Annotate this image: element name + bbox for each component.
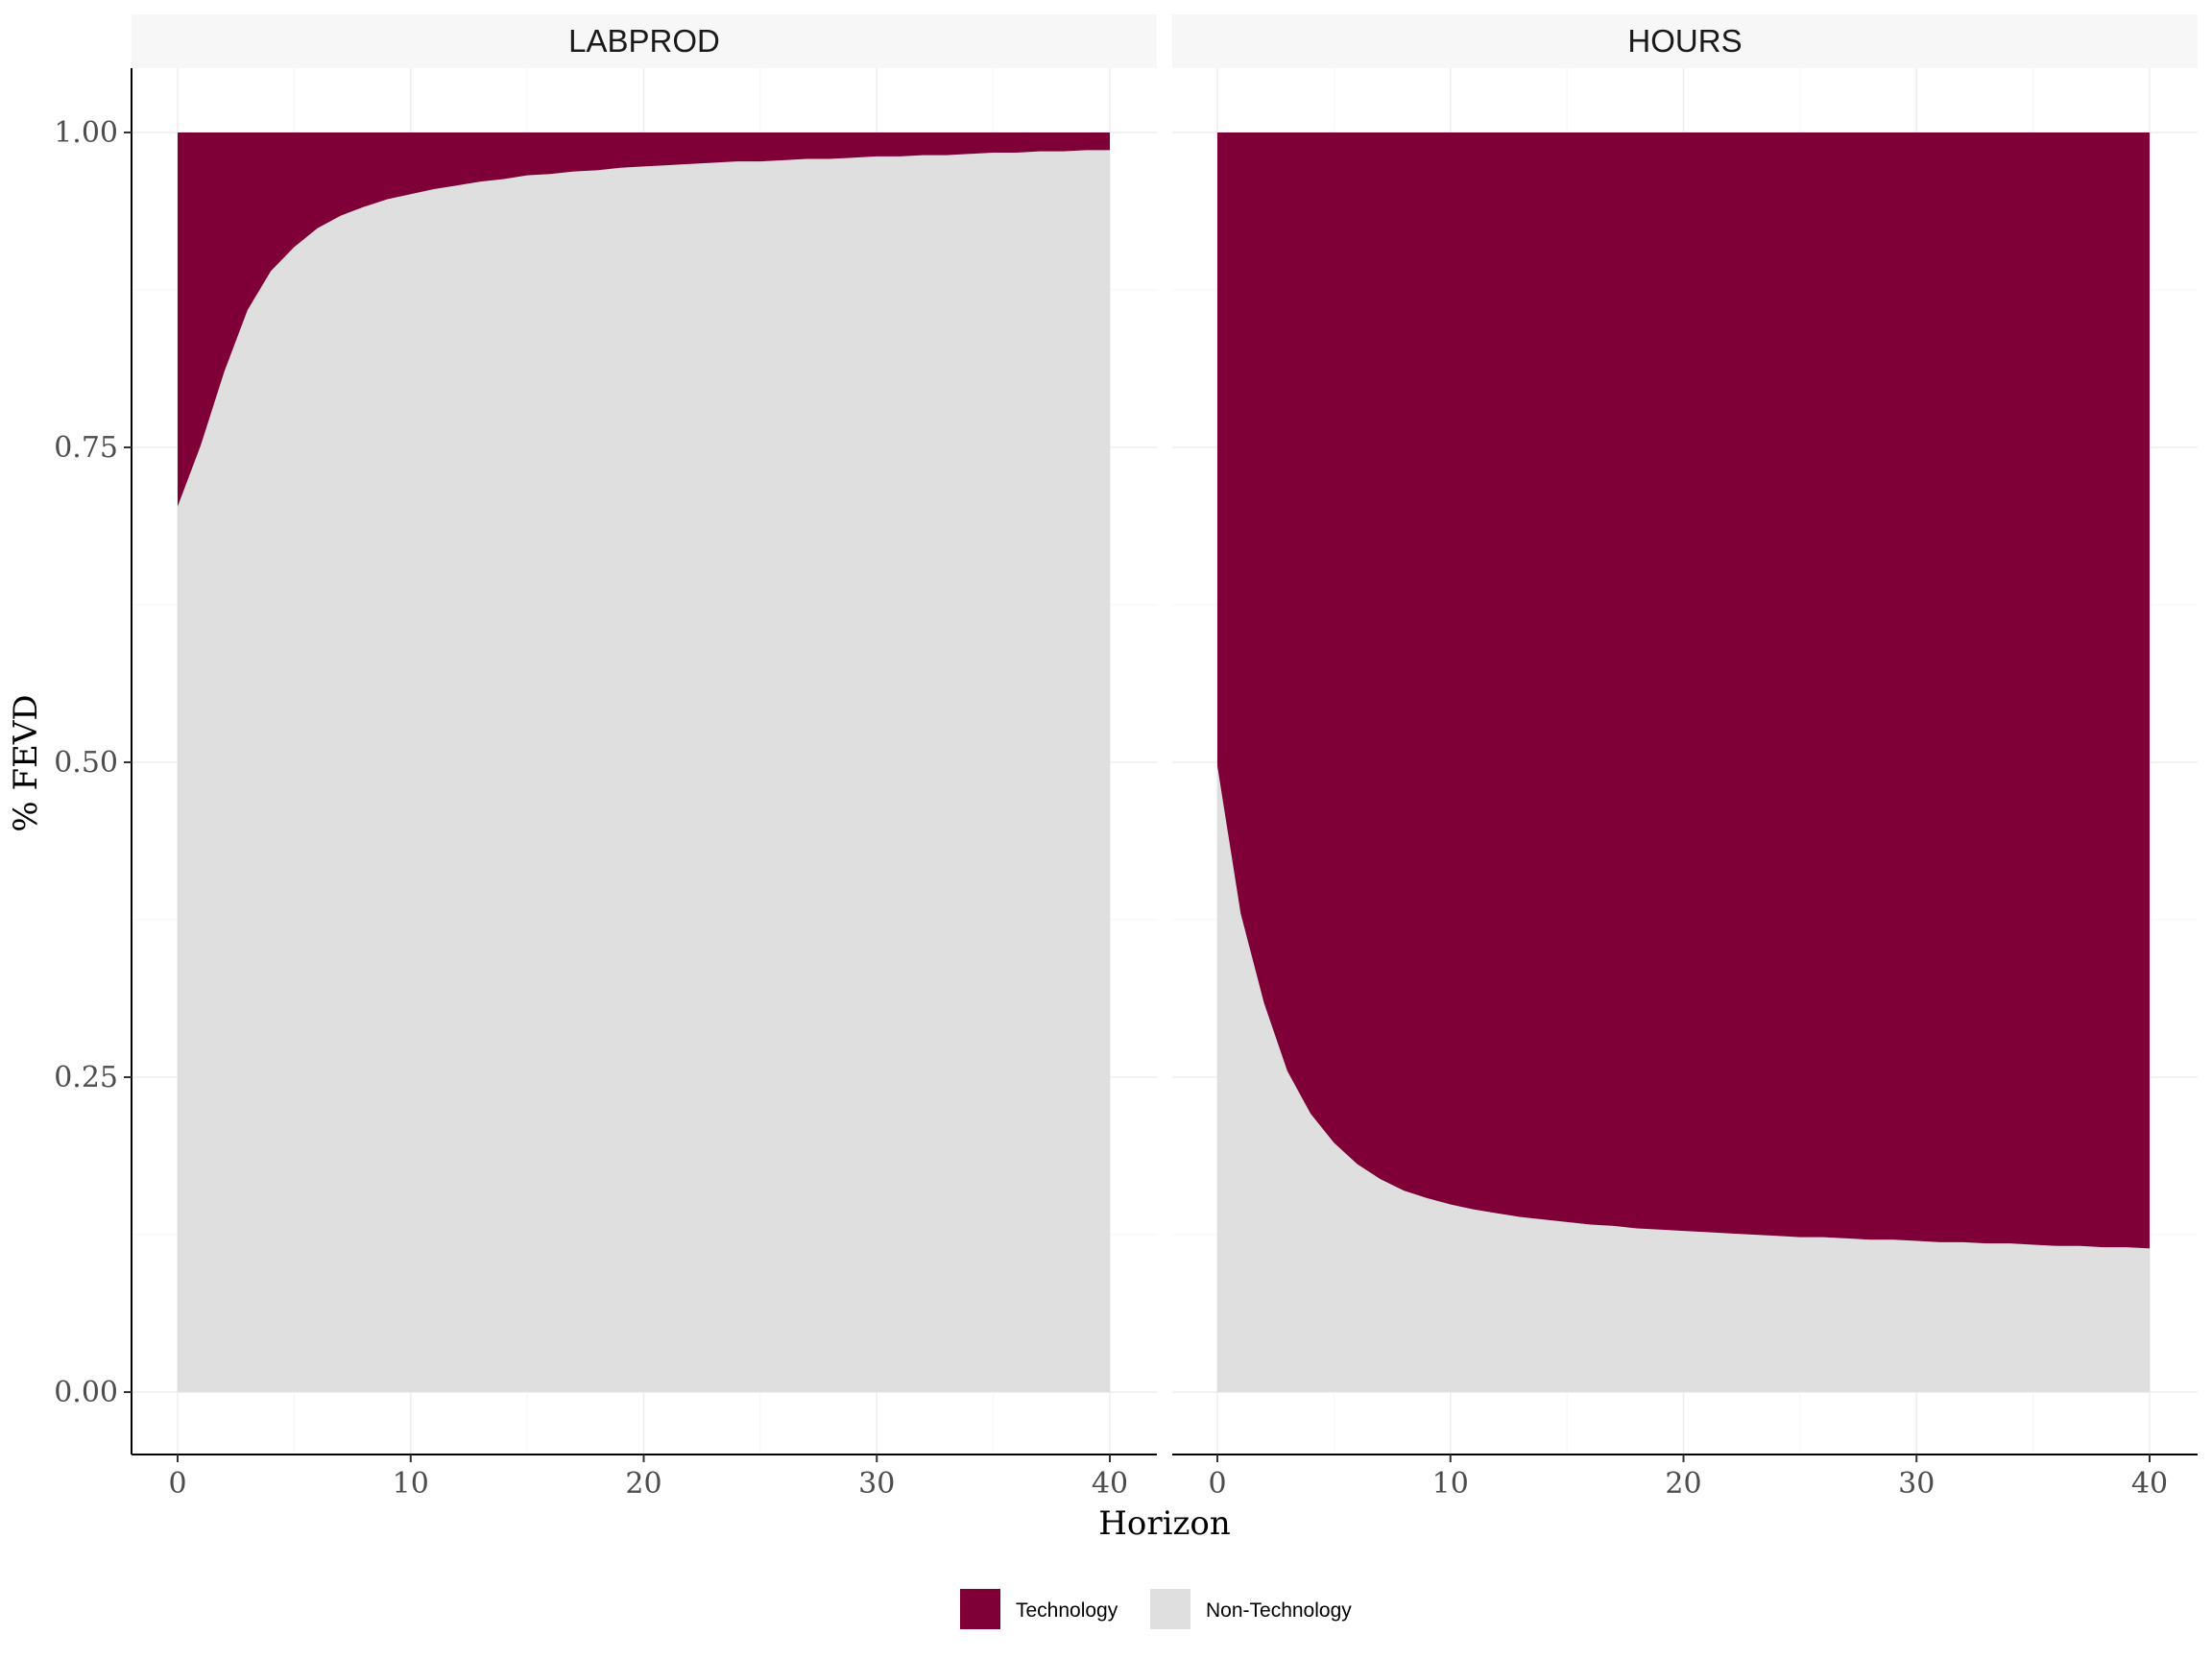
x-tick-label: 20 bbox=[1665, 1467, 1701, 1501]
x-tick-label: 40 bbox=[2131, 1467, 2168, 1501]
y-tick-label: 0.75 bbox=[54, 431, 118, 465]
x-tick-label: 30 bbox=[1898, 1467, 1935, 1501]
x-tick-label: 20 bbox=[625, 1467, 661, 1501]
x-axis-title: Horizon bbox=[1098, 1504, 1231, 1543]
facet-title: HOURS bbox=[1627, 23, 1742, 59]
facet-strip bbox=[1172, 14, 2198, 68]
x-tick-label: 40 bbox=[1092, 1467, 1128, 1501]
legend-key-non-technology bbox=[1150, 1589, 1190, 1629]
y-tick-label: 0.50 bbox=[54, 746, 118, 780]
y-tick-label: 0.00 bbox=[54, 1376, 118, 1409]
y-tick-label: 1.00 bbox=[54, 116, 118, 150]
x-tick-label: 0 bbox=[1208, 1467, 1226, 1501]
x-tick-label: 0 bbox=[168, 1467, 186, 1501]
x-tick-label: 10 bbox=[393, 1467, 429, 1501]
facet-title: LABPROD bbox=[568, 23, 720, 59]
legend-label: Technology bbox=[1016, 1599, 1118, 1622]
area-technology-hours bbox=[1217, 132, 2150, 1249]
y-tick-label: 0.25 bbox=[54, 1061, 118, 1094]
area-non-technology-hours bbox=[1217, 765, 2150, 1392]
area-non-technology-labprod bbox=[178, 150, 1110, 1392]
legend-label: Non-Technology bbox=[1206, 1599, 1352, 1622]
y-axis-title: % FEVD bbox=[7, 694, 45, 831]
area-technology-labprod bbox=[178, 132, 1110, 507]
legend-key-technology bbox=[960, 1589, 1000, 1629]
x-tick-label: 10 bbox=[1432, 1467, 1469, 1501]
x-tick-label: 30 bbox=[858, 1467, 895, 1501]
facet-strip bbox=[132, 14, 1157, 68]
